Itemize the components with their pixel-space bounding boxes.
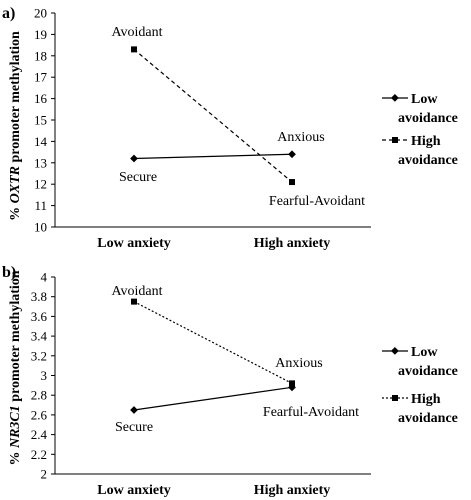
legend-label-avoidance-2-b: avoidance [398,411,458,426]
y-axis-title-b-gene: NR3C1 [8,405,23,449]
y-tick-label-a: 10 [34,220,47,235]
y-tick-labels-a: 10 11 12 13 14 15 16 17 18 19 20 [34,6,48,235]
annotation-fearful-avoidant-b: Fearful-Avoidant [263,405,359,420]
y-tick-label-b: 2.2 [31,447,47,462]
y-tick-label-a: 20 [34,6,47,21]
annotation-secure-a: Secure [119,170,157,185]
y-tick-label-b: 3 [41,368,48,383]
marker-low-avoidance-high-anxiety-a [288,150,296,159]
legend-label-low-avoidance-a: Low avoidance [398,92,458,126]
y-tick-label-a: 16 [34,91,48,106]
legend-label-avoidance-a: avoidance [398,111,458,126]
legend-marker-low-avoidance-a [391,93,399,102]
legend-b: Low avoidance High avoidance [382,345,458,426]
marker-low-avoidance-low-anxiety-a [130,154,138,163]
series-line-high-avoidance-a [133,48,293,183]
annotation-anxious-a: Anxious [277,130,324,145]
legend-marker-low-avoidance-b [391,346,399,355]
legend-label-high-avoidance-a: High avoidance [398,134,458,168]
y-tick-label-b: 3.4 [31,329,48,344]
marker-high-avoidance-high-anxiety-a [289,179,295,186]
legend-label-low-b: Low [411,345,438,360]
marker-high-avoidance-low-anxiety-b [131,298,137,305]
y-tick-label-a: 19 [34,27,47,42]
y-tick-label-a: 15 [34,113,47,128]
legend-label-high-a: High [411,134,441,149]
y-tick-label-b: 2.4 [31,427,48,442]
annotation-avoidant-a: Avoidant [111,25,162,40]
x-category-label-b: Low anxiety [97,483,171,498]
legend-label-high-b: High [411,392,441,407]
y-tick-label-a: 12 [34,177,47,192]
y-axis-title-a-suffix: promoter methylation [8,31,23,166]
x-category-label-a: Low anxiety [97,236,171,251]
y-ticks-a [51,12,55,228]
marker-high-avoidance-high-anxiety-b [289,380,295,387]
legend-label-low-avoidance-b: Low avoidance [398,345,458,379]
y-tick-label-b: 4 [41,270,48,285]
y-ticks-b [51,276,55,475]
y-tick-label-b: 3.2 [31,348,47,363]
y-axis-title-a: % OXTR promoter methylation [8,31,23,221]
y-axis-title-b-suffix: promoter methylation [8,270,23,405]
legend-label-avoidance-b: avoidance [398,364,458,379]
legend-a: Low avoidance High avoidance [382,92,458,168]
y-tick-label-b: 2.8 [31,388,47,403]
legend-marker-high-avoidance-b [392,395,398,401]
panel-label-b: b) [2,264,16,281]
y-axis-title-a-prefix: % [8,203,23,221]
marker-low-avoidance-low-anxiety-b [130,406,138,414]
marker-high-avoidance-low-anxiety-a [131,46,137,53]
series-line-low-avoidance-b [133,386,293,411]
y-tick-label-b: 3.8 [31,289,47,304]
series-line-high-avoidance-b [133,301,293,384]
y-axis-title-a-gene: OXTR [8,166,23,203]
annotation-anxious-b: Anxious [275,356,322,371]
y-tick-labels-b: 2 2.2 2.4 2.6 2.8 3 3.2 3.4 3.6 3.8 4 [31,270,48,482]
y-tick-label-a: 11 [34,198,47,213]
panel-label-a: a) [2,5,15,22]
legend-label-low-a: Low [411,92,438,107]
panel-a: a) % OXTR promoter methylation 10 11 12 [2,5,458,251]
y-tick-label-a: 13 [34,155,47,170]
y-tick-label-a: 14 [34,134,48,149]
panel-b: b) % NR3C1 promoter methylation 2 2.2 2.… [2,264,458,498]
x-category-label-b: High anxiety [254,483,331,498]
y-axis-title-b-prefix: % [8,448,23,466]
x-category-label-a: High anxiety [254,236,331,251]
annotation-secure-b: Secure [115,420,153,435]
annotation-fearful-avoidant-a: Fearful-Avoidant [269,194,365,209]
legend-marker-high-avoidance-a [392,137,398,143]
y-tick-label-a: 17 [34,70,48,85]
legend-label-high-avoidance-b: High avoidance [398,392,458,426]
annotation-avoidant-b: Avoidant [111,284,162,299]
y-tick-label-b: 2.6 [31,407,48,422]
y-tick-label-a: 18 [34,48,47,63]
y-tick-label-b: 2 [41,467,48,482]
series-line-low-avoidance-a [133,153,293,160]
y-axis-title-b: % NR3C1 promoter methylation [8,270,23,465]
legend-label-avoidance-2-a: avoidance [398,153,458,168]
y-tick-label-b: 3.6 [31,309,48,324]
